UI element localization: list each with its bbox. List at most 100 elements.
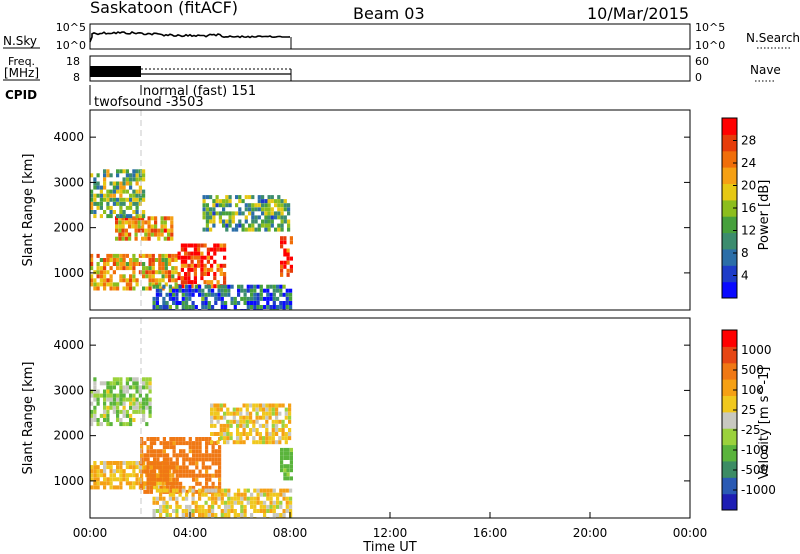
power-cell <box>216 263 220 268</box>
noise-left-tick-top: 10^5 <box>56 21 86 34</box>
power-cell <box>246 288 250 293</box>
velocity-cell <box>103 405 107 410</box>
velocity-cell <box>205 449 209 454</box>
power-cell <box>250 288 254 293</box>
power-cell <box>118 224 122 229</box>
power-cell <box>96 173 100 178</box>
power-cell <box>174 282 178 287</box>
velocity-cell <box>278 440 282 445</box>
power-cell <box>171 278 175 283</box>
velocity-cell <box>142 461 146 465</box>
power-cell <box>158 278 162 283</box>
power-cell <box>145 253 149 258</box>
velocity-cell <box>103 401 107 406</box>
velocity-cell <box>208 437 212 441</box>
noise-frame <box>89 23 691 50</box>
velocity-cell <box>286 451 290 456</box>
velocity-cell <box>256 496 260 501</box>
velocity-cell <box>223 415 227 420</box>
velocity-cell <box>90 477 94 482</box>
power-cell <box>109 205 113 210</box>
velocity-cell <box>284 440 288 445</box>
colorbar-swatch <box>722 232 737 250</box>
power-cell <box>148 286 152 291</box>
velocity-cell <box>132 409 136 414</box>
velocity-cell <box>172 453 176 458</box>
velocity-cell <box>245 415 249 420</box>
velocity-cell <box>93 385 97 390</box>
power-cell <box>184 247 188 252</box>
power-cell <box>272 292 276 297</box>
velocity-cell <box>198 509 202 513</box>
power-cell <box>150 224 154 229</box>
velocity-cell <box>103 469 107 474</box>
velocity-cell <box>182 437 186 441</box>
power-cell <box>155 258 159 262</box>
beam-label: Beam 03 <box>353 4 425 23</box>
power-cell <box>142 274 146 279</box>
power-cell <box>190 280 194 285</box>
power-cell <box>243 288 247 293</box>
velocity-cell <box>116 401 120 406</box>
power-cell <box>112 253 116 258</box>
power-cell <box>152 301 156 305</box>
power-cell <box>118 236 122 241</box>
colorbar-swatch <box>722 493 737 511</box>
velocity-cell <box>146 489 150 494</box>
velocity-cell <box>159 453 163 458</box>
velocity-cell <box>214 453 218 458</box>
power-cell <box>272 284 276 289</box>
power-cell <box>116 185 120 190</box>
power-cell <box>276 288 280 293</box>
power-cell <box>142 177 146 182</box>
velocity-cell <box>268 436 272 441</box>
velocity-cell <box>263 500 267 505</box>
power-cell <box>124 220 128 225</box>
velocity-cell <box>204 488 208 493</box>
velocity-cell <box>284 415 288 420</box>
velocity-cell <box>195 449 199 454</box>
velocity-cell <box>204 500 208 505</box>
power-cell <box>138 253 142 258</box>
velocity-cell <box>279 513 283 517</box>
power-cell <box>122 210 126 214</box>
velocity-cell <box>153 457 157 462</box>
velocity-cell <box>168 504 172 509</box>
colorbar-swatch <box>722 444 737 462</box>
velocity-cell <box>210 403 214 408</box>
velocity-cell <box>122 385 126 390</box>
power-cell <box>152 284 156 289</box>
time-tick-label: 16:00 <box>473 526 508 540</box>
velocity-cell <box>112 477 116 482</box>
power-cell <box>129 173 133 178</box>
power-cell <box>266 292 270 297</box>
power-cell <box>135 181 139 186</box>
velocity-cell <box>99 469 103 474</box>
velocity-cell <box>268 440 272 445</box>
power-cell <box>144 228 148 233</box>
velocity-cell <box>255 415 259 420</box>
power-cell <box>129 274 133 279</box>
power-cell <box>106 197 110 202</box>
power-cell <box>116 262 120 266</box>
power-cell <box>187 267 191 272</box>
velocity-cell <box>149 453 153 458</box>
velocity-cell <box>172 481 176 486</box>
power-cell <box>138 270 142 275</box>
velocity-cell <box>125 422 129 427</box>
velocity-cell <box>166 469 170 474</box>
velocity-cell <box>149 473 153 478</box>
velocity-cell <box>242 432 246 436</box>
velocity-cell <box>242 423 246 428</box>
power-cell <box>162 296 166 301</box>
power-cell <box>145 270 149 275</box>
velocity-cell <box>191 492 195 497</box>
power-cell <box>212 203 216 208</box>
power-cell <box>205 227 209 232</box>
velocity-cell <box>280 464 284 469</box>
velocity-cell <box>216 403 220 408</box>
velocity-cell <box>158 481 162 486</box>
power-cell <box>158 270 162 275</box>
power-cell <box>244 227 248 232</box>
velocity-cell <box>125 377 129 382</box>
